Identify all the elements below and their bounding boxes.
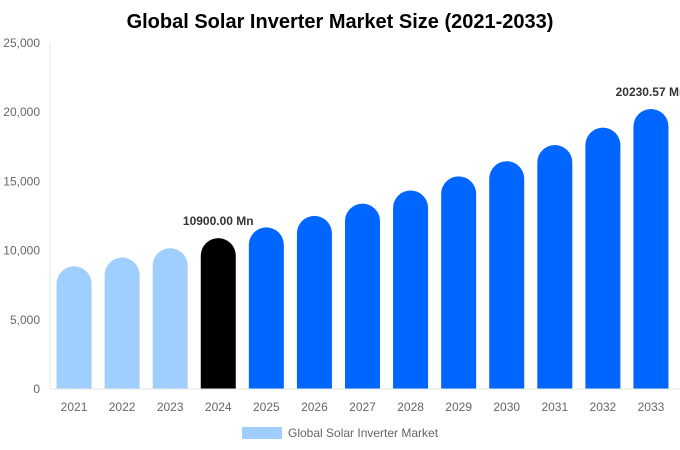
x-tick-label: 2023 [157, 400, 184, 414]
y-tick-label: 20,000 [3, 105, 40, 119]
x-tick-label: 2033 [638, 400, 665, 414]
x-tick-label: 2027 [349, 400, 376, 414]
x-tick-label: 2030 [493, 400, 520, 414]
x-tick-label: 2024 [205, 400, 232, 414]
bar-2024[interactable] [200, 238, 236, 389]
y-tick-label: 0 [33, 382, 40, 396]
bar-2033[interactable] [633, 109, 669, 389]
bar-2023[interactable] [152, 248, 188, 389]
legend-swatch [242, 427, 282, 439]
x-axis: 2021 2022 2023 2024 2025 2026 2027 2028 2029 2030… [50, 388, 680, 414]
x-tick-label: 2025 [253, 400, 280, 414]
bar-2021[interactable] [56, 266, 92, 389]
bar-2022[interactable] [104, 257, 140, 389]
bars [56, 109, 669, 389]
y-tick-label: 15,000 [3, 174, 40, 188]
bar-2025[interactable] [248, 227, 284, 389]
x-tick-label: 2032 [590, 400, 617, 414]
data-label-2024: 10900.00 Mn [183, 214, 254, 228]
x-tick-label: 2029 [445, 400, 472, 414]
x-tick-label: 2026 [301, 400, 328, 414]
y-tick-label: 5,000 [10, 313, 40, 327]
data-labels: 10900.00 Mn 20230.57 Mn [183, 85, 680, 228]
x-tick-label: 2031 [541, 400, 568, 414]
x-tick-label: 2028 [397, 400, 424, 414]
chart-title: Global Solar Inverter Market Size (2021-… [127, 11, 554, 33]
data-label-2033: 20230.57 Mn [616, 85, 680, 99]
y-tick-label: 10,000 [3, 244, 40, 258]
legend[interactable]: Global Solar Inverter Market [242, 426, 439, 440]
y-axis: 0 5,000 10,000 15,000 20,000 25,000 [3, 36, 51, 396]
x-tick-label: 2022 [109, 400, 136, 414]
bar-2026[interactable] [296, 215, 332, 389]
bar-2028[interactable] [393, 190, 429, 389]
x-tick-label: 2021 [61, 400, 88, 414]
bar-2027[interactable] [345, 203, 380, 389]
bar-2031[interactable] [537, 145, 573, 389]
bar-2032[interactable] [585, 127, 621, 389]
bar-2029[interactable] [441, 176, 477, 389]
y-tick-label: 25,000 [3, 36, 40, 50]
legend-label: Global Solar Inverter Market [288, 426, 439, 440]
bar-2030[interactable] [489, 161, 525, 389]
